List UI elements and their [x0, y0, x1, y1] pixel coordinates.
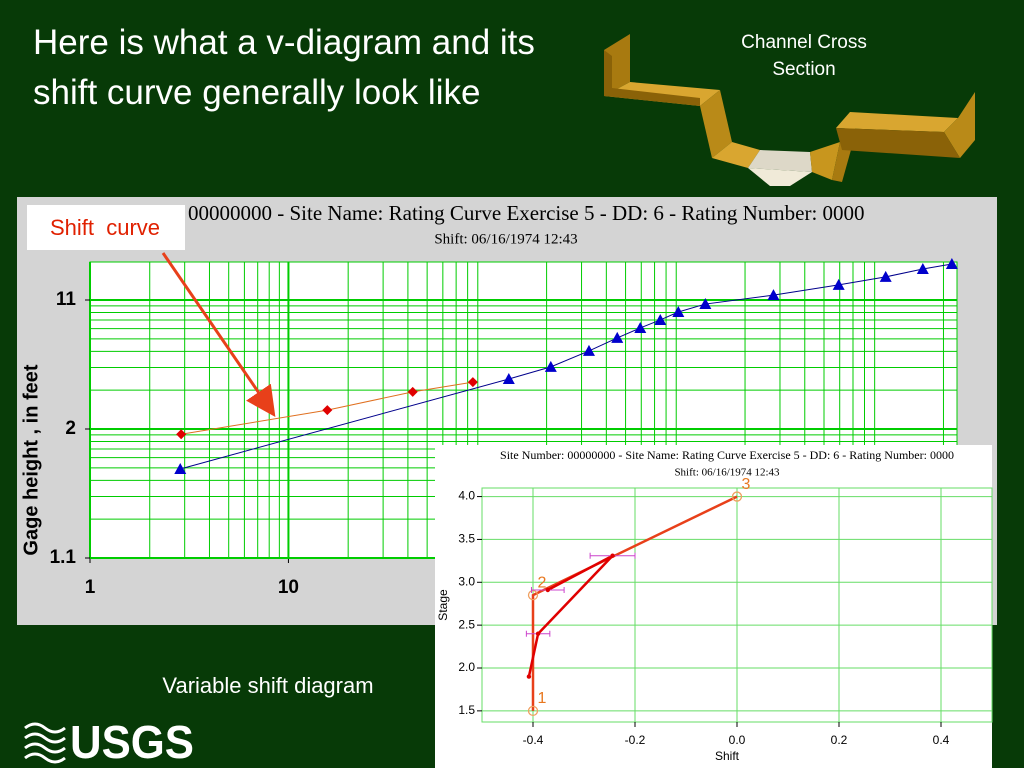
marker: [610, 553, 615, 558]
x-tick-label: 0.4: [933, 733, 950, 747]
channel-graphic: [604, 34, 975, 186]
marker: [322, 405, 333, 416]
y-tick-label: 2.0: [458, 660, 475, 674]
marker: [654, 313, 667, 325]
series-line: [527, 554, 614, 677]
chart-subtitle: Shift: 06/16/1974 12:43: [434, 231, 577, 247]
logo-waves: [24, 722, 66, 764]
marker: [611, 331, 624, 343]
y-tick-label: 3.5: [458, 532, 475, 546]
x-axis-label: Shift: [715, 749, 740, 763]
x-tick-label: -0.2: [625, 733, 646, 747]
point-label: 2: [538, 574, 547, 591]
marker: [767, 289, 780, 301]
series-line: [180, 263, 952, 470]
y-tick-label: 11: [56, 289, 77, 310]
point-label: 3: [742, 476, 751, 493]
marker: [535, 631, 541, 636]
logo: USGS: [70, 716, 194, 768]
slide-title: Here is what a v-diagram and its shift c…: [33, 23, 535, 112]
y-axis-label: Stage: [436, 589, 450, 621]
marker: [672, 306, 685, 318]
x-tick-label: 0.0: [729, 733, 746, 747]
marker: [467, 377, 478, 388]
marker: [527, 589, 539, 601]
y-axis-label: Gage height , in feet: [20, 364, 42, 555]
marker: [916, 262, 929, 274]
marker: [176, 429, 187, 440]
marker: [502, 373, 515, 385]
marker: [879, 270, 892, 282]
marker: [544, 360, 557, 372]
annotation: Shift curve: [50, 215, 160, 240]
point-label: 1: [538, 690, 547, 707]
cross-section-label: Channel Cross Section: [741, 32, 867, 80]
chart-subtitle: Shift: 06/16/1974 12:43: [674, 467, 780, 479]
marker: [634, 321, 647, 333]
x-tick-label: 1: [85, 577, 96, 598]
marker: [731, 491, 743, 502]
y-tick-label: 3.0: [458, 574, 475, 588]
y-tick-label: 1.5: [458, 703, 475, 717]
y-tick-label: 1.1: [50, 547, 77, 568]
marker: [545, 587, 550, 593]
series-line: [531, 495, 738, 711]
marker: [699, 298, 712, 310]
marker: [407, 386, 418, 397]
marker: [527, 705, 539, 717]
marker: [526, 674, 532, 679]
annotation-arrow: [161, 252, 276, 417]
chart-title: Site Number: 00000000 - Site Name: Ratin…: [500, 448, 954, 462]
chart-title: 00000000 - Site Name: Rating Curve Exerc…: [188, 201, 865, 225]
y-tick-label: 2: [65, 418, 76, 439]
y-tick-label: 2.5: [458, 617, 475, 631]
marker: [945, 258, 958, 270]
shift-chart: Site Number: 00000000 - Site Name: Ratin…: [435, 445, 993, 768]
marker: [174, 462, 187, 474]
x-tick-label: 0.2: [831, 733, 848, 747]
marker: [582, 344, 595, 356]
x-tick-label: 10: [278, 577, 299, 598]
series-line: [181, 381, 473, 435]
annotation-box: [27, 205, 185, 250]
caption: Variable shift diagram: [162, 673, 373, 698]
y-tick-label: 4.0: [458, 489, 475, 503]
x-tick-label: -0.4: [523, 733, 544, 747]
marker: [832, 278, 845, 290]
